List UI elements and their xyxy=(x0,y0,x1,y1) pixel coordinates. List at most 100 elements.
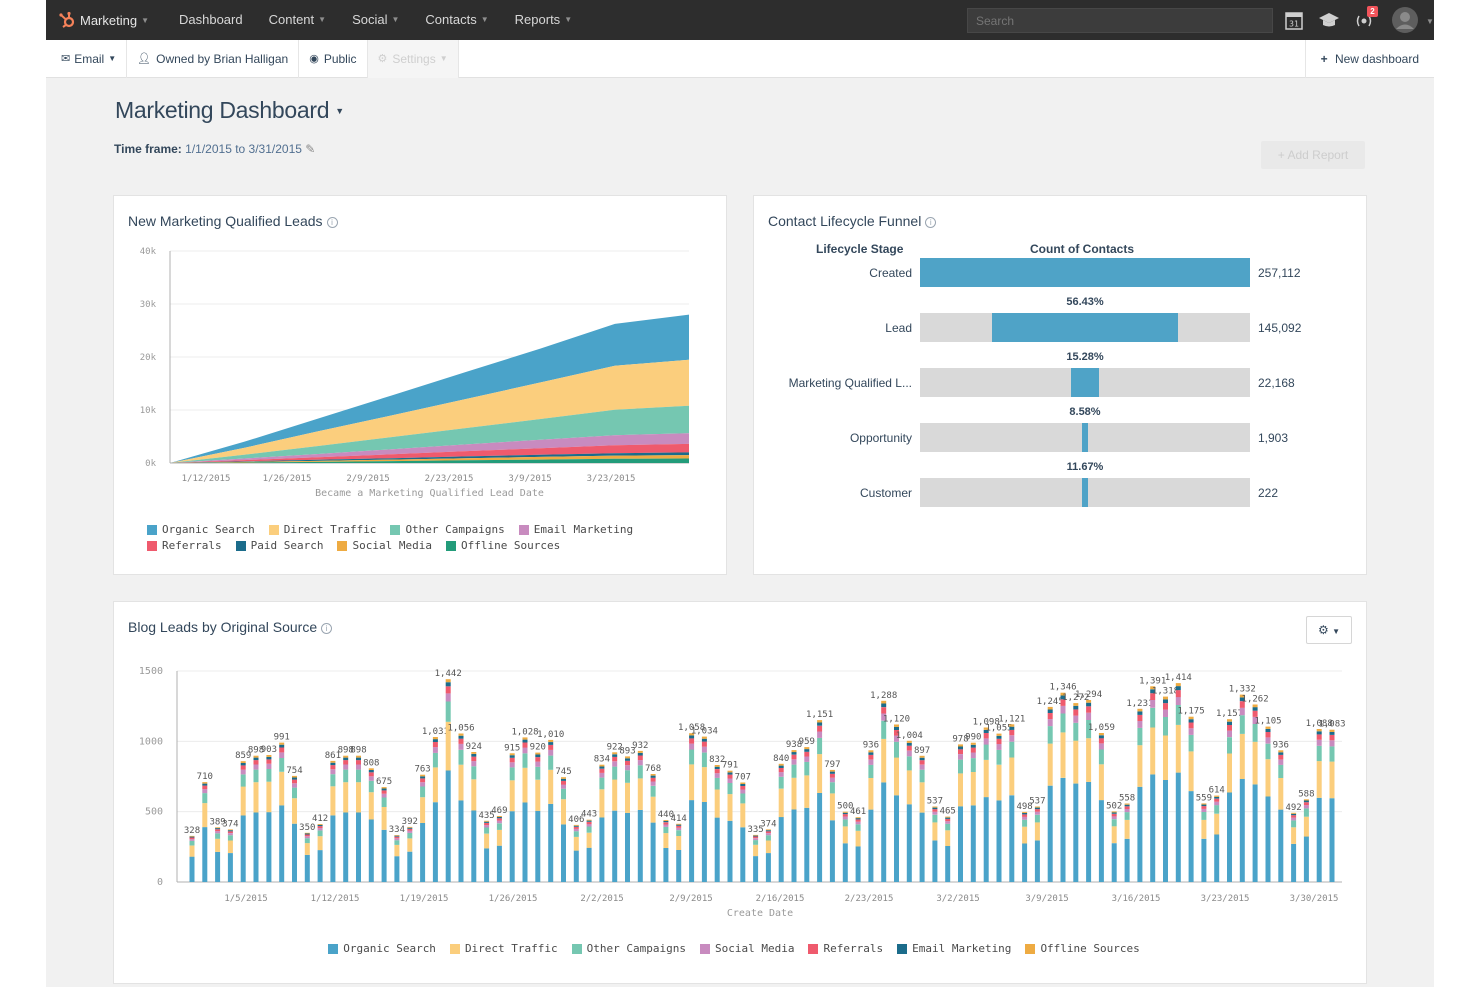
bar-segment-direct-traffic[interactable] xyxy=(1124,820,1130,839)
bar-segment-direct-traffic[interactable] xyxy=(842,826,848,844)
bar-segment-organic-search[interactable] xyxy=(894,795,899,882)
bar-segment-direct-traffic[interactable] xyxy=(1034,822,1040,841)
bar-segment-direct-traffic[interactable] xyxy=(292,798,297,824)
nav-contacts[interactable]: Contacts ▼ xyxy=(412,0,501,40)
bar-segment-referrals[interactable] xyxy=(343,760,349,765)
bar-segment-referrals[interactable] xyxy=(599,768,605,773)
bar-segment-direct-traffic[interactable] xyxy=(586,832,592,848)
bar-segment-email-marketing[interactable] xyxy=(1303,800,1309,803)
bar-segment-direct-traffic[interactable] xyxy=(637,778,643,810)
bar-segment-email-marketing[interactable] xyxy=(855,818,861,820)
bar-segment-social-media[interactable] xyxy=(842,816,848,820)
bar-segment-organic-search[interactable] xyxy=(1137,786,1143,882)
bar-segment-referrals[interactable] xyxy=(1278,754,1284,760)
bar-segment-direct-traffic[interactable] xyxy=(1278,778,1284,810)
bar-segment-other-campaigns[interactable] xyxy=(612,766,618,780)
bar-segment-direct-traffic[interactable] xyxy=(1201,819,1207,839)
bar-segment-organic-search[interactable] xyxy=(791,809,797,882)
bar-segment-email-marketing[interactable] xyxy=(919,757,925,761)
bar-segment-referrals[interactable] xyxy=(445,686,451,694)
bar-segment-offline-sources[interactable] xyxy=(1265,726,1271,729)
bar-segment-email-marketing[interactable] xyxy=(881,703,887,708)
bar-segment-social-media[interactable] xyxy=(945,821,951,824)
bar-segment-email-marketing[interactable] xyxy=(240,763,246,766)
bar-segment-email-marketing[interactable] xyxy=(765,830,771,832)
bar-segment-referrals[interactable] xyxy=(1124,806,1130,809)
bar-segment-referrals[interactable] xyxy=(1201,806,1207,809)
bar-segment-email-marketing[interactable] xyxy=(1329,731,1335,735)
bar-segment-social-media[interactable] xyxy=(791,759,797,765)
bar-segment-referrals[interactable] xyxy=(1060,699,1066,706)
bar-segment-referrals[interactable] xyxy=(1137,714,1143,721)
bar-segment-email-marketing[interactable] xyxy=(202,783,208,786)
info-icon[interactable]: i xyxy=(925,217,937,228)
bar-segment-direct-traffic[interactable] xyxy=(1163,735,1168,781)
bar-segment-social-media[interactable] xyxy=(266,763,272,769)
bar-segment-organic-search[interactable] xyxy=(407,851,413,882)
bar-segment-organic-search[interactable] xyxy=(1086,781,1092,882)
bar-segment-email-marketing[interactable] xyxy=(906,742,912,746)
bar-segment-direct-traffic[interactable] xyxy=(1316,761,1322,798)
bar-segment-referrals[interactable] xyxy=(650,777,656,782)
bar-segment-direct-traffic[interactable] xyxy=(970,772,976,806)
bar-segment-other-campaigns[interactable] xyxy=(1188,734,1194,752)
bar-segment-social-media[interactable] xyxy=(1073,715,1079,723)
bar-segment-organic-search[interactable] xyxy=(714,817,720,882)
bar-segment-referrals[interactable] xyxy=(868,754,874,760)
legend-item-organic-search[interactable]: Organic Search xyxy=(147,523,255,537)
legend-item-referrals[interactable]: Referrals xyxy=(147,539,222,553)
nav-dashboard[interactable]: Dashboard xyxy=(166,0,256,40)
bar-segment-offline-sources[interactable] xyxy=(215,827,221,829)
bar-segment-offline-sources[interactable] xyxy=(343,755,349,758)
bar-segment-organic-search[interactable] xyxy=(548,803,554,882)
bar-segment-email-marketing[interactable] xyxy=(1086,702,1092,707)
bar-segment-other-campaigns[interactable] xyxy=(932,814,938,823)
bar-segment-organic-search[interactable] xyxy=(701,802,707,882)
bar-segment-direct-traffic[interactable] xyxy=(202,803,208,828)
bar-segment-direct-traffic[interactable] xyxy=(445,721,451,771)
bar-segment-direct-traffic[interactable] xyxy=(432,767,438,803)
bar-segment-email-marketing[interactable] xyxy=(1201,804,1207,807)
bar-segment-direct-traffic[interactable] xyxy=(407,838,413,852)
bar-segment-referrals[interactable] xyxy=(484,823,490,826)
bar-segment-referrals[interactable] xyxy=(842,814,848,817)
bar-segment-referrals[interactable] xyxy=(509,757,515,763)
bar-segment-email-marketing[interactable] xyxy=(432,739,438,742)
notifications-icon[interactable] xyxy=(1353,10,1375,30)
bar-segment-social-media[interactable] xyxy=(253,764,259,770)
bar-segment-other-campaigns[interactable] xyxy=(1163,717,1168,736)
bar-segment-organic-search[interactable] xyxy=(996,800,1002,882)
bar-segment-organic-search[interactable] xyxy=(356,812,361,883)
bar-segment-referrals[interactable] xyxy=(292,779,297,784)
bar-segment-offline-sources[interactable] xyxy=(1098,733,1104,736)
bar-segment-organic-search[interactable] xyxy=(945,846,951,882)
bar-segment-referrals[interactable] xyxy=(253,760,259,765)
bar-segment-other-campaigns[interactable] xyxy=(471,766,477,780)
bar-segment-referrals[interactable] xyxy=(420,778,426,783)
nav-content[interactable]: Content ▼ xyxy=(256,0,339,40)
bar-segment-referrals[interactable] xyxy=(1163,703,1168,710)
bar-segment-social-media[interactable] xyxy=(1034,811,1040,815)
chevron-down-icon[interactable]: ▼ xyxy=(1426,17,1434,26)
bar-segment-other-campaigns[interactable] xyxy=(215,833,221,839)
bar-segment-email-marketing[interactable] xyxy=(279,744,285,748)
bar-segment-referrals[interactable] xyxy=(317,826,323,829)
search-input[interactable] xyxy=(967,8,1273,33)
area-series-social-media[interactable] xyxy=(170,455,689,463)
bar-segment-offline-sources[interactable] xyxy=(458,733,464,736)
bar-segment-organic-search[interactable] xyxy=(868,809,874,882)
bar-segment-direct-traffic[interactable] xyxy=(394,844,400,857)
bar-segment-referrals[interactable] xyxy=(1175,690,1181,698)
area-series-organic-search[interactable] xyxy=(170,314,689,463)
legend-item-other-campaigns[interactable]: Other Campaigns xyxy=(571,942,686,955)
bar-segment-other-campaigns[interactable] xyxy=(573,831,579,837)
bar-segment-social-media[interactable] xyxy=(586,824,592,827)
bar-segment-social-media[interactable] xyxy=(1291,817,1297,821)
bar-segment-direct-traffic[interactable] xyxy=(1150,727,1156,775)
bar-segment-email-marketing[interactable] xyxy=(484,821,490,823)
bar-segment-organic-search[interactable] xyxy=(855,846,861,882)
bar-segment-organic-search[interactable] xyxy=(522,802,528,883)
academy-cap-icon[interactable] xyxy=(1318,10,1340,30)
bar-segment-other-campaigns[interactable] xyxy=(1175,705,1181,725)
bar-segment-email-marketing[interactable] xyxy=(842,812,848,815)
